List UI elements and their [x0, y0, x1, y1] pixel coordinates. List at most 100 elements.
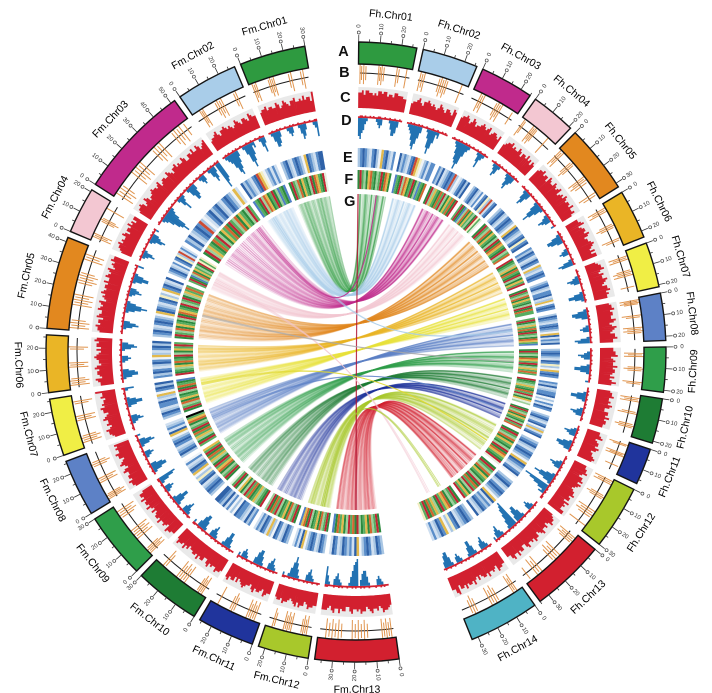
feature-tick [439, 76, 448, 98]
feature-tick [114, 191, 134, 205]
feature-tick [104, 485, 125, 498]
dual-histogram-negative [324, 558, 384, 587]
scale-tick [633, 489, 641, 493]
feature-tick [67, 378, 90, 382]
ribbon-strand [277, 387, 500, 490]
ideogram [357, 41, 418, 71]
ribbon-strand [315, 395, 489, 506]
feature-tick [546, 148, 564, 165]
ribbon-strand [215, 330, 513, 425]
heatmap-inner-tiles [518, 343, 538, 346]
dual-histogram-negative [546, 234, 574, 270]
scale-tick-label: 20 [526, 71, 535, 80]
chromosome-Fm.Chr13: 0 10 20 30 Fm.Chr13 [313, 513, 404, 693]
heatmap-outer-tiles [170, 429, 189, 440]
scale-tick [535, 93, 540, 100]
ribbon-strand [198, 276, 496, 365]
feature-tick [178, 565, 189, 578]
ribbon-strand [248, 377, 508, 469]
ribbon-strand [199, 245, 474, 337]
heatmap-outer-tiles [257, 513, 295, 545]
scale-tick-cap [168, 609, 172, 614]
heatmap-outer-tiles [300, 529, 308, 549]
scale-tick [605, 535, 609, 538]
ribbon-strand [200, 249, 478, 334]
ribbon-strand [198, 272, 494, 371]
ribbon-strand [253, 375, 510, 474]
scale-tick-label: 0 [167, 81, 174, 88]
feature-tick [101, 220, 115, 229]
dual-histogram-positive [281, 574, 320, 586]
scale-tick-cap [69, 205, 74, 209]
scale-tick [51, 422, 55, 425]
feature-tick [340, 623, 343, 638]
feature-tick [74, 415, 96, 423]
heatmap-inner-tiles [459, 460, 492, 493]
feature-tick [609, 449, 623, 456]
heatmap-outer-tiles [169, 427, 188, 438]
scale-tick-label: 30 [328, 673, 335, 681]
scale-tick [534, 604, 540, 612]
ribbon-strand [269, 370, 512, 485]
ribbon-strand [344, 405, 459, 510]
ribbon-strand [202, 314, 514, 362]
heatmap-outer-tiles [227, 495, 245, 515]
heatmap-outer-tiles [152, 347, 173, 379]
scale-tick-cap [38, 302, 42, 307]
ribbon-strand [298, 194, 361, 293]
feature-tick [70, 363, 85, 366]
ribbon-strand [198, 277, 497, 363]
ribbon-strand [304, 194, 367, 293]
dual-histogram-positive [324, 583, 389, 589]
scale-tick-label: 30 [607, 550, 616, 559]
feature-tick [281, 611, 289, 633]
scale-tick [443, 47, 447, 55]
scale-tick-cap [669, 398, 674, 403]
heatmap-inner-tiles [497, 261, 525, 290]
ribbon-strand [285, 203, 411, 296]
feature-tick [109, 489, 122, 498]
feature-tick [627, 332, 642, 335]
feature-tick [387, 622, 391, 637]
heatmap-inner-tiles [267, 494, 302, 524]
scale-tick-cap [375, 668, 380, 673]
ribbon-strand [202, 308, 509, 391]
dual-histogram-negative [123, 265, 149, 330]
heatmap-inner-tiles [361, 170, 382, 191]
feature-tick [284, 615, 289, 630]
scale-tick-label: 10 [280, 665, 287, 673]
ribbon-strand [358, 403, 468, 510]
scale-tick-label: 0 [122, 579, 129, 586]
feature-tick [138, 165, 151, 176]
heatmap-outer-tiles [361, 148, 389, 170]
scale-tick [136, 575, 142, 581]
heatmap-outer-tiles [152, 354, 172, 358]
ribbon-strand [198, 287, 501, 350]
ideogram [640, 346, 667, 394]
heatmap-inner-tiles [308, 509, 326, 531]
scale-tick-cap [247, 651, 251, 655]
feature-tick [229, 593, 240, 614]
feature-tick [244, 599, 254, 621]
scale-tick [42, 304, 50, 307]
chromosome-label: Fm.Chr02 [169, 39, 216, 72]
scale-tick-cap [673, 344, 678, 349]
heatmap-inner-tiles [271, 496, 298, 523]
ribbon-strand [198, 241, 470, 341]
scale-tick-label: 20 [352, 674, 358, 681]
ribbon-strand [228, 361, 514, 447]
tick-track-line [632, 348, 636, 387]
feature-tick [117, 504, 137, 518]
scale-tick-label: 10 [678, 367, 686, 373]
chromosome-label: Fh.Chr12 [625, 511, 659, 555]
ribbon-strand [284, 202, 410, 296]
ribbon-strand [209, 341, 514, 413]
feature-tick [545, 540, 562, 557]
histogram-bars [113, 439, 148, 487]
ribbon-strand [295, 383, 506, 499]
feature-tick [559, 162, 571, 173]
feature-tick [182, 568, 193, 581]
feature-tick [268, 75, 276, 97]
heatmap-inner-tiles [402, 177, 410, 197]
heatmap-inner-tiles [292, 173, 324, 200]
